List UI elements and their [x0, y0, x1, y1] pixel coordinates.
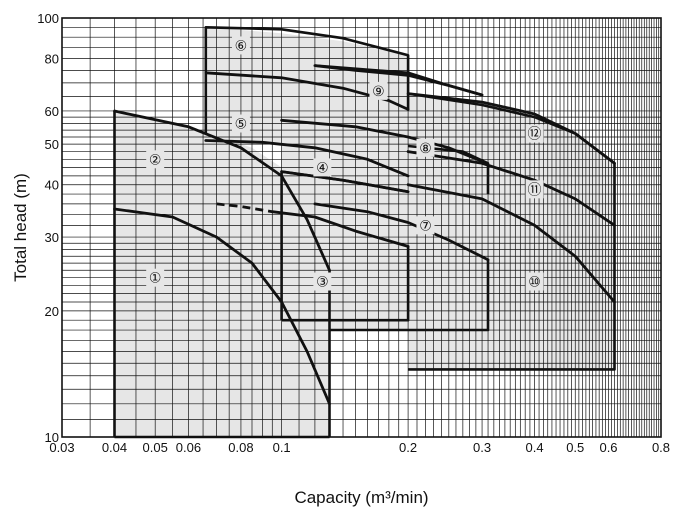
x-tick-label: 0.6 [599, 440, 617, 455]
performance-curve-11 [406, 183, 616, 304]
region-label-bg [231, 36, 250, 55]
performance-curve-9 [280, 118, 484, 163]
plot-frame [61, 17, 662, 438]
y-tick-label: 50 [45, 137, 59, 152]
y-tick-label: 100 [37, 11, 59, 26]
range-boundary-4 [204, 25, 410, 134]
region-label-bg [416, 216, 435, 235]
range-boundary-5 [281, 246, 410, 322]
x-tick-label: 0.08 [228, 440, 253, 455]
y-tick-labels: 10 20 30 40 50 60 80 100 [37, 11, 59, 445]
region-label-4: ④ [316, 160, 329, 176]
region-label-1: ① [149, 271, 162, 287]
x-tick-label: 0.04 [102, 440, 127, 455]
region-label-8: ⑧ [419, 141, 432, 157]
region-label-bg [525, 180, 544, 199]
x-tick-label: 0.06 [176, 440, 201, 455]
x-axis-title: Capacity (m³/min) [294, 488, 428, 507]
outline-group [113, 25, 616, 439]
x-tick-label: 0.2 [399, 440, 417, 455]
x-tick-label: 0.5 [566, 440, 584, 455]
region-label-bg [416, 138, 435, 157]
region-label-bg [369, 81, 388, 100]
y-tick-label: 10 [45, 430, 59, 445]
region-label-3: ③ [316, 275, 329, 291]
performance-curve-12 [406, 150, 616, 227]
x-tick-label: 0.03 [49, 440, 74, 455]
region-label-10: ⑩ [528, 275, 541, 291]
x-tick-label: 0.1 [273, 440, 291, 455]
x-tick-label: 0.3 [473, 440, 491, 455]
region-label-12: ⑫ [528, 127, 542, 143]
region-label-7: ⑦ [419, 218, 432, 234]
range-boundary-8 [408, 163, 616, 371]
region-label-bg [146, 150, 165, 169]
region-label-11: ⑪ [528, 182, 542, 198]
performance-curve-7 [204, 71, 410, 111]
performance-curve-10 [313, 64, 484, 97]
region-label-bg [231, 114, 250, 133]
region-label-bg [525, 124, 544, 143]
region-label-bg [146, 268, 165, 287]
performance-curve-13 [406, 92, 616, 165]
performance-curve-8 [313, 202, 490, 262]
performance-curve-4 [216, 202, 273, 214]
region-label-9: ⑨ [372, 84, 385, 100]
region-label-2: ② [149, 152, 162, 168]
region-label-6: ⑥ [235, 38, 248, 54]
performance-curve-1 [113, 207, 331, 406]
y-tick-label: 30 [45, 230, 59, 245]
performance-curve-2 [113, 109, 331, 272]
x-tick-label: 0.8 [652, 440, 670, 455]
region-label-group: ① ② ③ ④ ⑤ ⑥ ⑦ ⑧ ⑨ ⑩ ⑪ ⑫ [146, 36, 544, 291]
performance-curve-5 [280, 170, 410, 194]
region-label-5: ⑤ [235, 117, 248, 133]
range-boundary-7 [329, 259, 490, 332]
performance-curve-3 [270, 210, 410, 248]
y-tick-label: 20 [45, 304, 59, 319]
curve-group [113, 64, 616, 406]
region-label-bg [525, 272, 544, 291]
region-label-bg [313, 272, 332, 291]
coverage-area-1 [114, 111, 330, 437]
region-label-bg [313, 158, 332, 177]
x-tick-label: 0.05 [143, 440, 168, 455]
y-tick-label: 40 [45, 178, 59, 193]
performance-curve-6 [204, 139, 410, 178]
coverage-area-4 [408, 93, 615, 370]
y-axis-title: Total head (m) [11, 173, 30, 282]
x-tick-label: 0.4 [526, 440, 544, 455]
y-tick-label: 80 [45, 52, 59, 67]
y-tick-label: 60 [45, 104, 59, 119]
x-tick-labels: 0.03 0.04 0.05 0.06 0.08 0.1 0.2 0.3 0.4 0.5 0.6 0.… [49, 440, 670, 455]
